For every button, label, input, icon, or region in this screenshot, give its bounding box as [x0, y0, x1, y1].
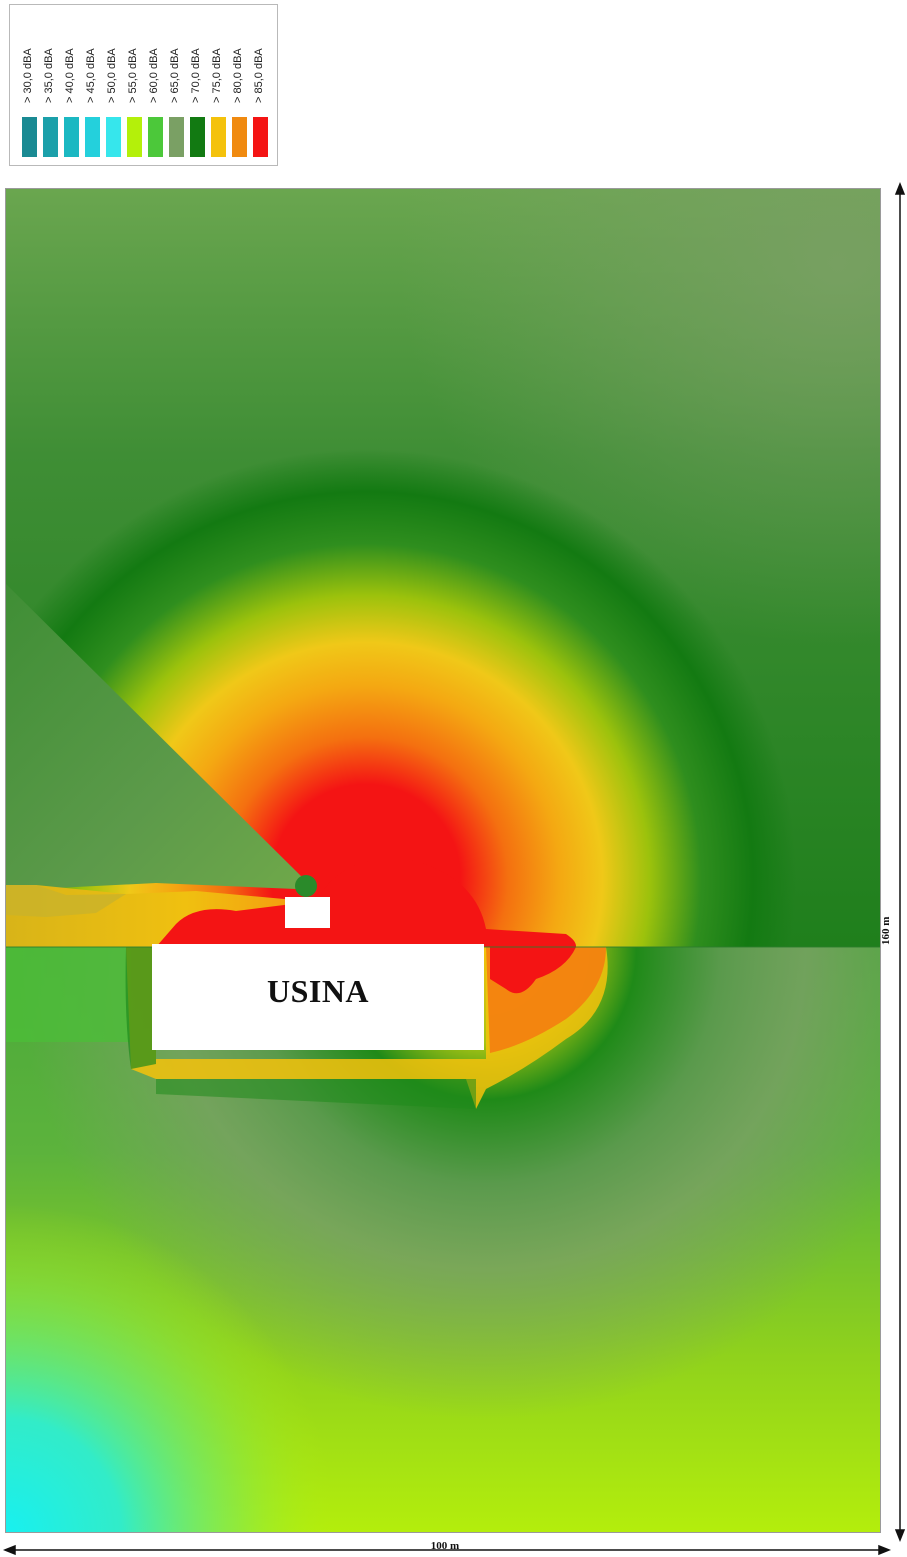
- legend-label: > 35,0 dBA: [43, 48, 55, 103]
- usina-label: USINA: [152, 973, 484, 1010]
- legend-swatch: [64, 117, 79, 157]
- legend-item: > 35,0 dBA: [40, 5, 61, 167]
- source-structure: [285, 897, 330, 928]
- legend-swatch: [127, 117, 142, 157]
- legend-label: > 30,0 dBA: [22, 48, 34, 103]
- legend-swatch: [190, 117, 205, 157]
- legend-label: > 50,0 dBA: [106, 48, 118, 103]
- legend-swatch: [169, 117, 184, 157]
- legend-item: > 60,0 dBA: [145, 5, 166, 167]
- legend-item: > 30,0 dBA: [19, 5, 40, 167]
- legend-swatch: [22, 117, 37, 157]
- legend-swatch: [148, 117, 163, 157]
- legend-swatch: [106, 117, 121, 157]
- legend-label: > 55,0 dBA: [127, 48, 139, 103]
- legend-item: > 75,0 dBA: [208, 5, 229, 167]
- legend-swatch: [43, 117, 58, 157]
- legend-item: > 55,0 dBA: [124, 5, 145, 167]
- legend-label: > 40,0 dBA: [64, 48, 76, 103]
- legend-label: > 75,0 dBA: [211, 48, 223, 103]
- legend-swatch: [232, 117, 247, 157]
- height-dimension-label: 160 m: [880, 917, 892, 945]
- legend-item: > 45,0 dBA: [82, 5, 103, 167]
- width-dimension-label: 100 m: [420, 1540, 470, 1552]
- noise-legend: > 30,0 dBA > 35,0 dBA > 40,0 dBA > 45,0 dBA…: [9, 4, 278, 166]
- legend-item: > 65,0 dBA: [166, 5, 187, 167]
- legend-swatch: [211, 117, 226, 157]
- legend-item: > 80,0 dBA: [229, 5, 250, 167]
- legend-item: > 40,0 dBA: [61, 5, 82, 167]
- legend-label: > 80,0 dBA: [232, 48, 244, 103]
- legend-swatch: [253, 117, 268, 157]
- legend-item: > 50,0 dBA: [103, 5, 124, 167]
- legend-item: > 85,0 dBA: [250, 5, 271, 167]
- legend-label: > 70,0 dBA: [190, 48, 202, 103]
- noise-contour-field: [6, 189, 881, 1533]
- legend-item: > 70,0 dBA: [187, 5, 208, 167]
- legend-label: > 85,0 dBA: [253, 48, 265, 103]
- legend-swatch: [85, 117, 100, 157]
- usina-building: USINA: [152, 944, 484, 1050]
- noise-map: [5, 188, 881, 1533]
- legend-label: > 60,0 dBA: [148, 48, 160, 103]
- legend-label: > 65,0 dBA: [169, 48, 181, 103]
- legend-label: > 45,0 dBA: [85, 48, 97, 103]
